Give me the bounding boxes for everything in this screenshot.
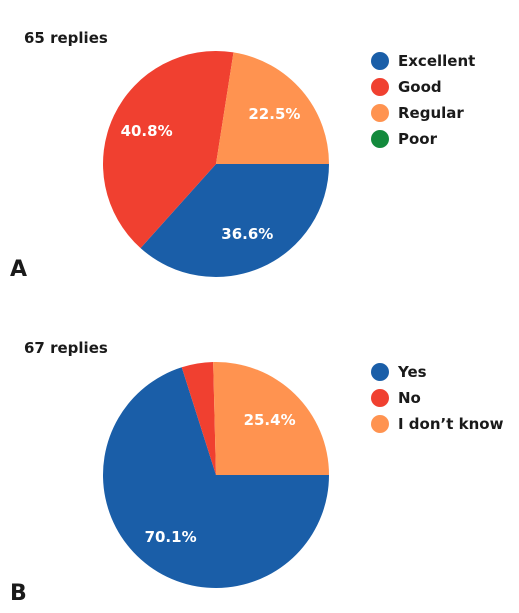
slice-labels-b: 70.1% 25.4% (145, 411, 296, 546)
pie-slice-excellent (140, 164, 329, 277)
pie-chart-a: 65 replies 36.6% 40.8% 22.5% Excellent Good… (10, 29, 475, 282)
legend-label-excellent: Excellent (398, 52, 475, 70)
legend-item-i-don-t-know: I don’t know (371, 415, 504, 433)
slice-label-good: 40.8% (121, 122, 173, 140)
legend-label-good: Good (398, 78, 442, 96)
legend-swatch-regular (371, 104, 389, 122)
slice-label-regular: 22.5% (248, 105, 300, 123)
legend-swatch-i-don-t-know (371, 415, 389, 433)
reply-count-a: 65 replies (24, 29, 108, 47)
reply-count-b: 67 replies (24, 339, 108, 357)
panel-label-a: A (10, 257, 27, 282)
legend-a: Excellent Good Regular Poor (371, 52, 475, 148)
legend-swatch-excellent (371, 52, 389, 70)
legend-b: Yes No I don’t know (371, 363, 504, 433)
pie-slice-good (103, 51, 234, 249)
pie-slices-b (103, 362, 329, 588)
legend-label-regular: Regular (398, 104, 464, 122)
legend-item-regular: Regular (371, 104, 464, 122)
slice-label-i-don-t-know: 25.4% (244, 411, 296, 429)
legend-swatch-no (371, 389, 389, 407)
pie-slices-a (103, 51, 329, 277)
panel-label-b: B (10, 581, 27, 606)
slice-label-yes: 70.1% (145, 528, 197, 546)
legend-label-yes: Yes (397, 363, 427, 381)
legend-item-good: Good (371, 78, 442, 96)
legend-swatch-poor (371, 130, 389, 148)
legend-item-poor: Poor (371, 130, 438, 148)
pie-slice-regular (216, 52, 329, 165)
legend-label-no: No (398, 389, 421, 407)
slice-label-excellent: 36.6% (221, 225, 273, 243)
pie-slice-i-don-t-know (213, 362, 329, 475)
pie-slice-yes (103, 367, 329, 588)
legend-item-no: No (371, 389, 421, 407)
legend-item-excellent: Excellent (371, 52, 475, 70)
legend-label-poor: Poor (398, 130, 438, 148)
slice-labels-a: 36.6% 40.8% 22.5% (121, 105, 301, 243)
legend-item-yes: Yes (371, 363, 427, 381)
legend-swatch-good (371, 78, 389, 96)
legend-swatch-yes (371, 363, 389, 381)
legend-label-i-don-t-know: I don’t know (398, 415, 504, 433)
pie-slice-no (181, 362, 216, 475)
